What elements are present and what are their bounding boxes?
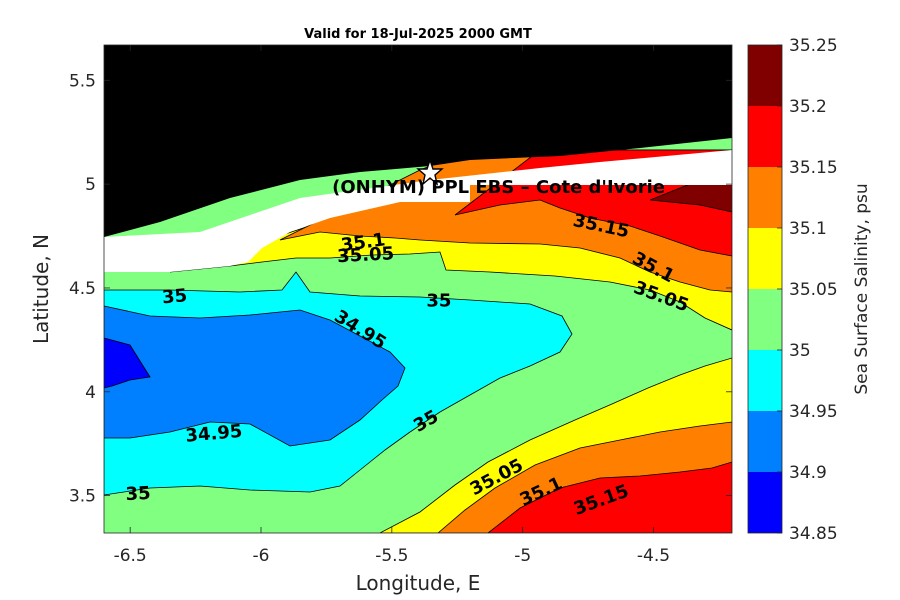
colorbar-tick-label: 35 xyxy=(789,341,811,361)
colorbar-tick-label: 35.2 xyxy=(789,97,827,117)
band-34.9-34.95 xyxy=(104,305,406,447)
colorbar-segment xyxy=(748,45,782,106)
contour-label: 35.05 xyxy=(337,243,395,267)
x-tick-label: -5.5 xyxy=(375,546,408,566)
contour-label: 34.95 xyxy=(185,421,244,447)
colorbar-tick-label: 34.85 xyxy=(789,524,838,544)
colorbar: 34.85 34.9 34.95 35 35.05 35.1 35.15 35.2 35.25 xyxy=(747,36,838,544)
x-axis-label: Longitude, E xyxy=(356,571,481,595)
colorbar-label: Sea Surface Salinity, psu xyxy=(852,183,872,394)
colorbar-segment xyxy=(748,289,782,350)
station-star-marker xyxy=(416,157,444,186)
colorbar-segment xyxy=(748,228,782,289)
x-tick-label: -6.5 xyxy=(114,546,147,566)
colorbar-tick-label: 34.95 xyxy=(789,402,838,422)
contour-map: (ONHYM) PPL EBS – Cote d'Ivorie 35.135.0… xyxy=(104,45,732,533)
colorbar-segment xyxy=(748,411,782,472)
y-tick-label: 5 xyxy=(85,175,96,195)
x-tick-label: -6 xyxy=(253,546,270,566)
band-34.85-34.9 xyxy=(104,337,151,389)
colorbar-tick-label: 35.25 xyxy=(789,36,838,56)
contour-label: 35 xyxy=(125,483,151,505)
masked-nodata-area xyxy=(104,150,732,272)
x-tick-label: -5 xyxy=(514,546,531,566)
x-tick-label: -4.5 xyxy=(637,546,670,566)
colorbar-segment xyxy=(748,106,782,167)
colorbar-segment xyxy=(748,472,782,533)
plot-frame xyxy=(103,44,733,534)
y-tick-label: 4.5 xyxy=(69,279,96,299)
colorbar-tick-label: 35.05 xyxy=(789,280,838,300)
location-label: (ONHYM) PPL EBS – Cote d'Ivorie xyxy=(332,177,665,198)
band-35.15-35.2-south xyxy=(487,461,732,533)
contour-label: 35 xyxy=(426,290,451,311)
y-tick-label: 3.5 xyxy=(69,487,96,507)
y-axis-ticks: 3.5 4 4.5 5 5.5 xyxy=(69,71,732,507)
colorbar-tick-label: 35.1 xyxy=(789,219,827,239)
contour-label: 35 xyxy=(161,285,188,308)
x-axis-ticks: -6.5 -6 -5.5 -5 -4.5 xyxy=(114,45,670,566)
chart-title: Valid for 18-Jul-2025 2000 GMT xyxy=(304,27,532,42)
y-axis-label: Latitude, N xyxy=(29,234,53,344)
colorbar-tick-label: 34.9 xyxy=(789,463,827,483)
colorbar-segment xyxy=(748,350,782,411)
y-tick-label: 5.5 xyxy=(69,71,96,91)
coastline-land xyxy=(104,45,732,237)
colorbar-segment xyxy=(748,167,782,228)
y-tick-label: 4 xyxy=(85,383,96,403)
colorbar-tick-label: 35.15 xyxy=(789,158,838,178)
